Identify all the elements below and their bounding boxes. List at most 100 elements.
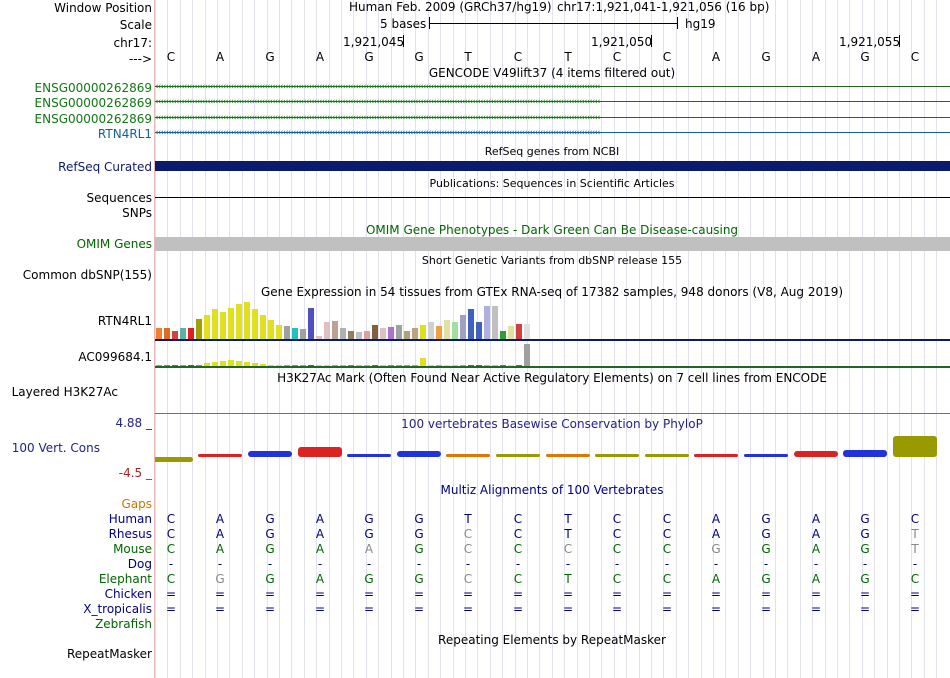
gtex-ac099684-bar[interactable] [356,365,362,366]
phylop-letter[interactable] [843,450,887,457]
gtex-rtn4rl1-bar[interactable] [476,322,482,339]
gencode-item-label-3[interactable]: ENSG00000262869 [34,112,152,126]
gtex-ac099684-bar[interactable] [524,344,530,366]
gtex-ac099684-bar[interactable] [348,365,354,366]
gtex-ac099684-bar[interactable] [468,365,474,366]
gtex-ac099684-bar[interactable] [196,365,202,366]
gtex-ac099684-bar[interactable] [204,363,210,366]
gtex-rtn4rl1-bar[interactable] [420,325,426,339]
gtex-rtn4rl1-bar[interactable] [500,331,506,339]
gtex-ac099684-bar[interactable] [268,365,274,366]
h3k27ac-track-label[interactable]: Layered H3K27Ac [11,385,118,399]
gtex-rtn4rl1-bar[interactable] [180,328,186,339]
omim-track-label[interactable]: OMIM Genes [76,237,152,251]
gtex-ac099684-bar[interactable] [300,365,306,366]
gtex-ac099684-bar[interactable] [156,365,162,366]
phylop-letter[interactable] [794,451,838,457]
gtex-ac099684-bar[interactable] [172,365,178,366]
gtex-rtn4rl1-bar[interactable] [204,315,210,339]
gtex-ac099684-bar[interactable] [244,362,250,366]
phylop-letter[interactable] [155,457,193,462]
gtex-rtn4rl1-bar[interactable] [316,336,322,339]
gtex-rtn4rl1-bar[interactable] [292,328,298,339]
gtex-rtn4rl1-bar[interactable] [460,315,466,339]
gtex-rtn4rl1-bar[interactable] [308,308,314,339]
gtex-rtn4rl1-bar[interactable] [356,332,362,339]
gtex-rtn4rl1-bar[interactable] [228,308,234,339]
refseq-gene-bar[interactable] [155,161,950,171]
gtex-rtn4rl1-bar[interactable] [524,324,530,339]
gtex-rtn4rl1-bar[interactable] [340,328,346,339]
gtex-ac099684-bar[interactable] [444,365,450,366]
gtex-rtn4rl1-bar[interactable] [268,320,274,339]
gencode-transcript-2[interactable]: ‹‹‹‹‹‹‹‹‹‹‹‹‹‹‹‹‹‹‹‹‹‹‹‹‹‹‹‹‹‹‹‹‹‹‹‹‹‹‹‹… [155,97,950,107]
gtex-rtn4rl1-bar[interactable] [300,329,306,339]
gtex-ac099684-bar[interactable] [324,365,330,366]
gtex-rtn4rl1-bar[interactable] [324,322,330,339]
gencode-transcript-rtn4rl1[interactable]: ‹‹‹‹‹‹‹‹‹‹‹‹‹‹‹‹‹‹‹‹‹‹‹‹‹‹‹‹‹‹‹‹‹‹‹‹‹‹‹‹… [155,128,950,138]
gtex-ac099684-bar[interactable] [516,365,522,366]
gtex-ac099684-bar[interactable] [460,365,466,366]
phylop-letter[interactable] [347,454,391,457]
gencode-transcript-3[interactable]: ‹‹‹‹‹‹‹‹‹‹‹‹‹‹‹‹‹‹‹‹‹‹‹‹‹‹‹‹‹‹‹‹‹‹‹‹‹‹‹‹… [155,113,950,123]
phylop-letter[interactable] [893,436,937,457]
gtex-rtn4rl1-bar[interactable] [284,326,290,339]
gtex-ac099684-bar[interactable] [212,362,218,366]
gtex-ac099684-bar[interactable] [388,365,394,366]
gtex-rtn4rl1-bar[interactable] [436,326,442,339]
gtex-rtn4rl1-bar[interactable] [492,306,498,339]
gtex-ac099684-bar[interactable] [476,365,482,366]
snps-track-label[interactable]: SNPs [122,206,152,220]
gtex-rtn4rl1-bar[interactable] [156,328,162,339]
gtex-rtn4rl1-bar[interactable] [404,331,410,339]
gtex-rtn4rl1-bar[interactable] [396,325,402,339]
gtex-ac099684-bar[interactable] [164,365,170,366]
gtex-rtn4rl1-bar[interactable] [516,324,522,339]
gtex-rtn4rl1-bar[interactable] [244,302,250,339]
gtex-ac099684-bar[interactable] [436,365,442,366]
phylop-letter[interactable] [546,454,590,457]
gtex-rtn4rl1-bar[interactable] [236,304,242,339]
gtex-rtn4rl1-bar[interactable] [468,309,474,339]
gtex-ac099684-bar[interactable] [220,361,226,366]
gtex-rtn4rl1-bar[interactable] [364,331,370,339]
phylop-letter[interactable] [645,454,689,457]
gtex-rtn4rl1-bar[interactable] [332,321,338,339]
gtex-rtn4rl1-bar[interactable] [164,328,170,339]
phylop-letter[interactable] [744,454,788,457]
gtex-ac099684-bar[interactable] [340,365,346,366]
gtex-rtn4rl1-bar[interactable] [212,309,218,339]
gtex-ac099684-bar[interactable] [188,365,194,366]
gtex-rtn4rl1-bar[interactable] [260,315,266,339]
gtex-ac099684-bar[interactable] [364,365,370,366]
gtex-rtn4rl1-bar[interactable] [372,325,378,339]
gencode-transcript-1[interactable]: ‹‹‹‹‹‹‹‹‹‹‹‹‹‹‹‹‹‹‹‹‹‹‹‹‹‹‹‹‹‹‹‹‹‹‹‹‹‹‹‹… [155,82,950,92]
genome-track-area[interactable]: Human Feb. 2009 (GRCh37/hg19) chr17:1,92… [155,0,950,678]
refseq-track-label[interactable]: RefSeq Curated [58,160,152,174]
gtex-rtn4rl1-bar[interactable] [196,319,202,339]
gtex-ac099684-label[interactable]: AC099684.1 [78,350,152,364]
gtex-ac099684-bar[interactable] [508,365,514,366]
gtex-ac099684-bar[interactable] [308,365,314,366]
gtex-rtn4rl1-label[interactable]: RTN4RL1 [97,314,152,328]
phylop-letter[interactable] [397,451,441,457]
gtex-ac099684-bar[interactable] [276,365,282,366]
gtex-rtn4rl1-bar[interactable] [484,306,490,339]
gtex-ac099684-bar[interactable] [252,363,258,366]
gtex-ac099684-bar[interactable] [228,360,234,366]
gtex-rtn4rl1-bar[interactable] [380,328,386,339]
phylop-letter[interactable] [694,454,738,457]
gtex-rtn4rl1-bar[interactable] [172,331,178,339]
sequences-track-label[interactable]: Sequences [86,191,152,205]
phylop-letter[interactable] [248,451,292,457]
gtex-rtn4rl1-bar[interactable] [252,309,258,339]
gencode-item-label-2[interactable]: ENSG00000262869 [34,96,152,110]
conservation-track-label[interactable]: 100 Vert. Cons [11,441,100,455]
gtex-ac099684-bar[interactable] [332,365,338,366]
gtex-ac099684-bar[interactable] [492,365,498,366]
phylop-letter[interactable] [298,447,342,457]
gtex-rtn4rl1-bar[interactable] [276,325,282,339]
gtex-ac099684-bar[interactable] [316,365,322,366]
gtex-rtn4rl1-bar[interactable] [452,322,458,339]
gencode-item-label-rtn4rl1[interactable]: RTN4RL1 [97,127,152,141]
